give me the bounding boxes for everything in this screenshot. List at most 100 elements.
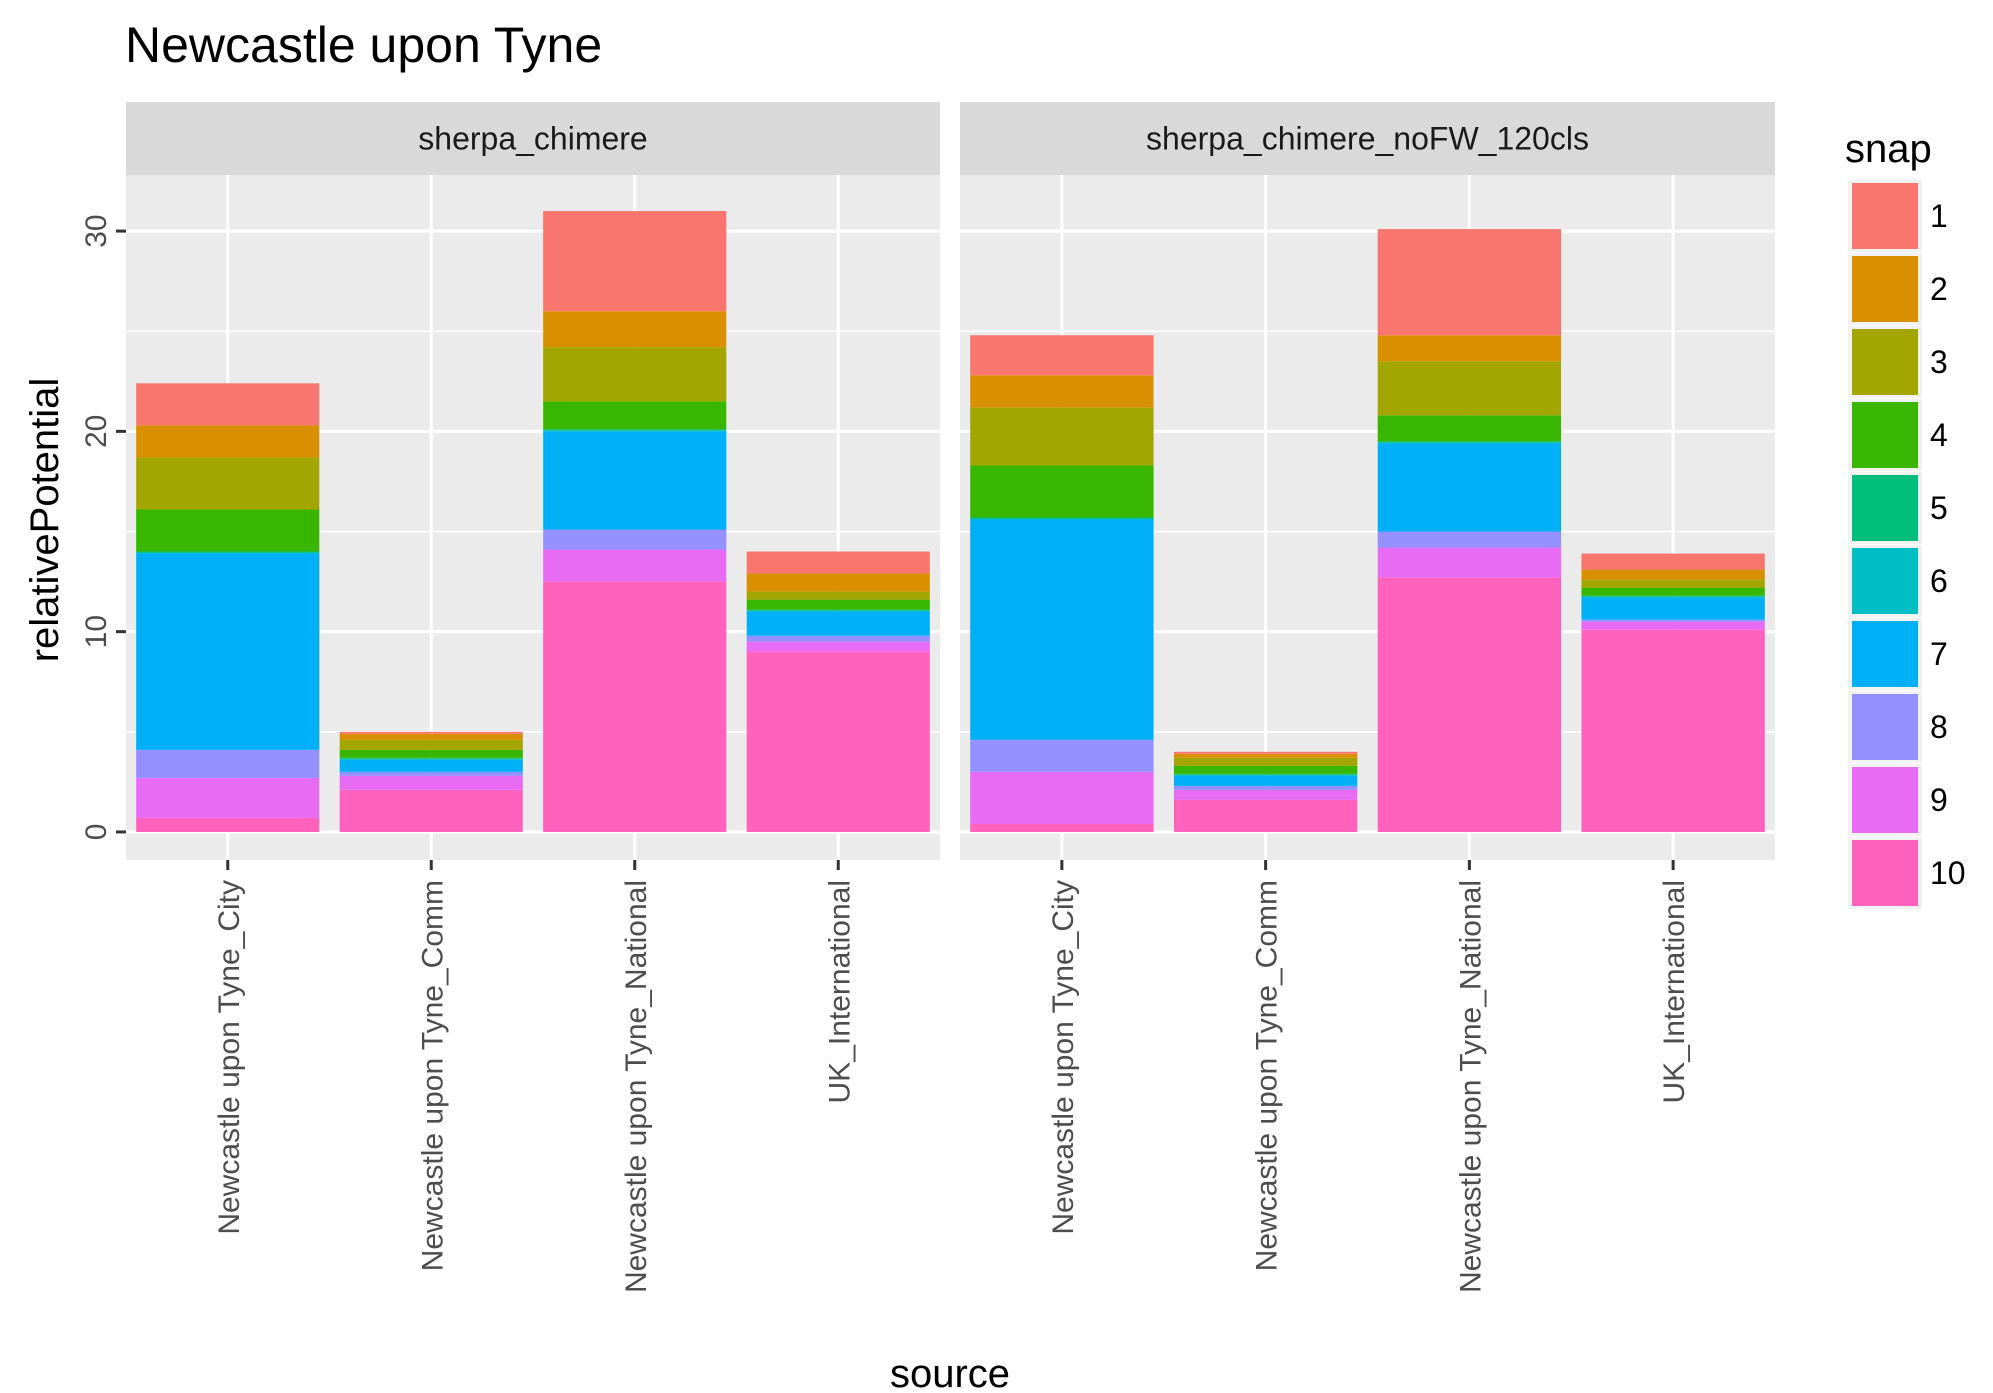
x-axis-title: source	[890, 1352, 1010, 1393]
x-tick-label: Newcastle upon Tyne_National	[620, 880, 653, 1293]
bar-segment-snap-6	[1581, 596, 1765, 598]
bar-segment-snap-10	[1377, 577, 1562, 832]
legend-swatch-snap-10	[1852, 840, 1918, 906]
bar-segment-snap-4	[543, 401, 727, 430]
facet-panel-2: sherpa_chimere_noFW_120cls Newcastle upon…	[960, 102, 1775, 1293]
bar-segment-snap-9	[1581, 621, 1765, 630]
legend-label: 3	[1930, 344, 1948, 380]
bar-segment-snap-10	[970, 823, 1154, 832]
bar-segment-snap-4	[746, 599, 930, 610]
legend-entry: 8	[1848, 691, 1948, 763]
facet-strip	[960, 102, 1775, 175]
y-tick-label: 20	[80, 415, 113, 448]
bar-segment-snap-2	[339, 733, 523, 740]
bar-segment-snap-3	[339, 739, 523, 750]
legend-entry: 3	[1848, 326, 1948, 398]
bar-segment-snap-8	[1377, 531, 1562, 548]
legend-label: 5	[1930, 490, 1948, 526]
bar-segment-snap-8	[136, 749, 320, 778]
bar-segment-snap-8	[339, 771, 523, 776]
bar-segment-snap-7	[1581, 597, 1765, 620]
bar-segment-snap-9	[970, 771, 1154, 824]
bar-segment-snap-5	[970, 517, 1154, 519]
facet-strip	[126, 102, 940, 175]
bar-segment-snap-2	[1581, 569, 1765, 580]
legend-entry: 4	[1848, 399, 1948, 471]
y-axis-title: relativePotential	[23, 378, 67, 663]
legend-title: snap	[1845, 127, 1932, 171]
bar-segment-snap-1	[1173, 751, 1358, 754]
bar-segment-snap-6	[136, 552, 320, 554]
legend-label: 10	[1930, 855, 1966, 891]
bar-segment-snap-3	[1377, 361, 1562, 416]
bar-segment-snap-6	[970, 518, 1154, 520]
legend-label: 4	[1930, 417, 1948, 453]
legend-entry: 7	[1848, 618, 1948, 690]
x-tick-label: Newcastle upon Tyne_City	[1047, 880, 1080, 1235]
bar-segment-snap-4	[1173, 765, 1358, 774]
legend-entry: 6	[1848, 545, 1948, 617]
bar-segment-snap-9	[746, 641, 930, 652]
bar-segment-snap-10	[136, 817, 320, 832]
bar-segment-snap-9	[136, 777, 320, 818]
bar-segment-snap-5	[1377, 441, 1562, 443]
legend-swatch-snap-3	[1852, 329, 1918, 395]
bar-segment-snap-7	[1377, 443, 1562, 532]
bar-segment-snap-8	[543, 529, 727, 550]
bar-segment-snap-2	[1377, 335, 1562, 362]
bar-segment-snap-9	[1173, 789, 1358, 800]
bar-segment-snap-5	[339, 757, 523, 759]
bar-segment-snap-3	[746, 591, 930, 600]
bar-segment-snap-5	[1173, 773, 1358, 775]
bar-segment-snap-6	[543, 430, 727, 432]
legend-swatch-snap-5	[1852, 475, 1918, 541]
legend-label: 8	[1930, 709, 1948, 745]
bar-segment-snap-10	[1173, 799, 1358, 832]
bar-stack	[543, 211, 727, 832]
legend-label: 7	[1930, 636, 1948, 672]
bar-stack	[746, 551, 930, 832]
bar-segment-snap-2	[970, 375, 1154, 408]
legend-label: 1	[1930, 198, 1948, 234]
bar-segment-snap-7	[339, 759, 523, 772]
bar-segment-snap-10	[339, 789, 523, 832]
legend-swatch-snap-6	[1852, 548, 1918, 614]
bar-segment-snap-6	[1173, 774, 1358, 776]
bar-segment-snap-9	[543, 549, 727, 582]
legend-label: 6	[1930, 563, 1948, 599]
legend-entry: 10	[1848, 837, 1966, 909]
bar-stack	[339, 731, 523, 832]
y-tick-label: 10	[80, 615, 113, 648]
bar-segment-snap-7	[543, 431, 727, 530]
bar-segment-snap-8	[970, 739, 1154, 772]
y-tick-label: 0	[80, 824, 113, 841]
legend-swatch-snap-1	[1852, 183, 1918, 249]
bar-segment-snap-3	[1173, 757, 1358, 766]
bar-stack	[1377, 229, 1562, 832]
bar-segment-snap-10	[543, 581, 727, 832]
bar-segment-snap-4	[970, 465, 1154, 518]
bar-segment-snap-1	[970, 335, 1154, 376]
legend-swatch-snap-4	[1852, 402, 1918, 468]
bar-segment-snap-4	[339, 749, 523, 758]
bar-segment-snap-6	[1377, 442, 1562, 444]
legend-entry: 1	[1848, 180, 1948, 252]
bar-stack	[136, 383, 320, 832]
bar-stack	[970, 335, 1154, 832]
facet-strip-label: sherpa_chimere	[418, 121, 647, 157]
legend-swatch-snap-7	[1852, 621, 1918, 687]
legend-swatch-snap-2	[1852, 256, 1918, 322]
bar-segment-snap-1	[746, 551, 930, 574]
bar-segment-snap-3	[543, 347, 727, 402]
bar-segment-snap-8	[1581, 619, 1765, 622]
x-tick-label: Newcastle upon Tyne_Comm	[416, 880, 449, 1271]
bar-segment-snap-1	[1581, 553, 1765, 570]
bar-segment-snap-5	[136, 551, 320, 553]
bar-segment-snap-5	[543, 429, 727, 431]
bar-segment-snap-3	[1581, 579, 1765, 588]
bar-segment-snap-1	[339, 731, 523, 734]
legend-swatch-snap-9	[1852, 767, 1918, 833]
y-tick-label: 30	[80, 214, 113, 247]
legend-entry: 2	[1848, 253, 1948, 325]
